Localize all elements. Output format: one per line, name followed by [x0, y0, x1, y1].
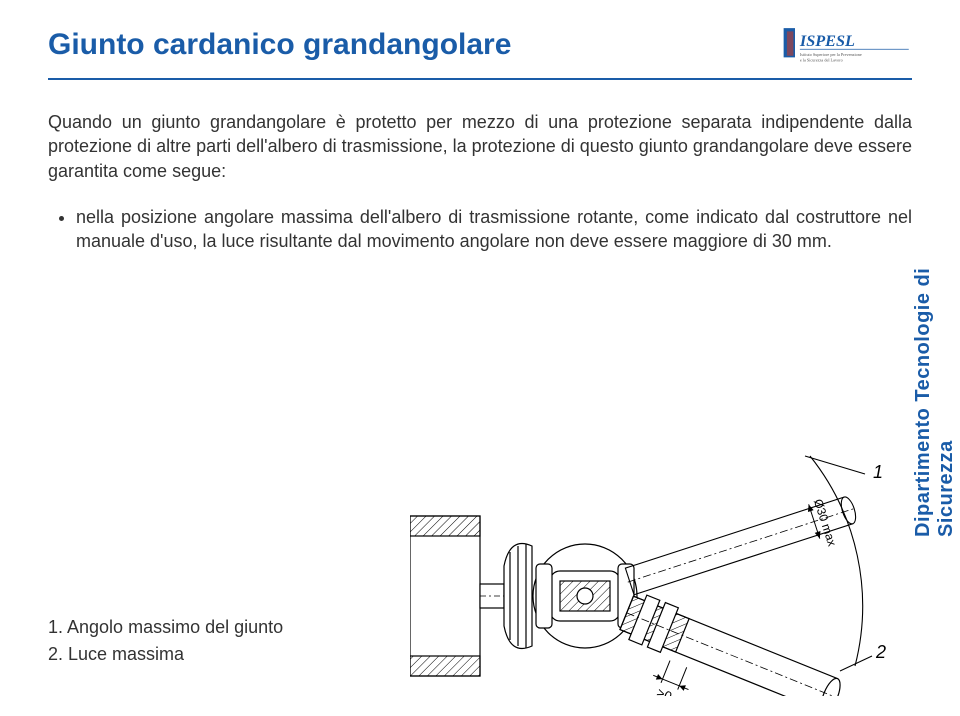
legend-item-1: 1. Angolo massimo del giunto: [48, 614, 283, 641]
svg-text:e la Sicurezza del Lavoro: e la Sicurezza del Lavoro: [800, 57, 843, 62]
fig-gap-label: >0: [655, 685, 674, 696]
figure-legend: 1. Angolo massimo del giunto 2. Luce mas…: [48, 614, 283, 668]
title-rule: [48, 78, 912, 80]
fig-label-1: 1: [873, 462, 883, 482]
legend-item-2: 2. Luce massima: [48, 641, 283, 668]
bullet-list: nella posizione angolare massima dell'al…: [48, 205, 912, 254]
bullet-item: nella posizione angolare massima dell'al…: [76, 205, 912, 254]
svg-text:ISPESL: ISPESL: [799, 32, 855, 50]
fig-dia-label: Ø30 max: [811, 497, 839, 548]
fig-label-2: 2: [875, 642, 886, 662]
svg-text:Istituto Superiore per la Prev: Istituto Superiore per la Prevenzione: [800, 52, 862, 57]
page-title: Giunto cardanico grandangolare: [48, 28, 511, 62]
sidebar-department-label: Dipartimento Tecnologie di Sicurezza: [912, 179, 958, 537]
technical-figure: 1 2 Ø30 max >0: [410, 396, 890, 696]
intro-paragraph: Quando un giunto grandangolare è protett…: [48, 110, 912, 183]
ispesl-logo: ISPESL Istituto Superiore per la Prevenz…: [782, 22, 912, 70]
